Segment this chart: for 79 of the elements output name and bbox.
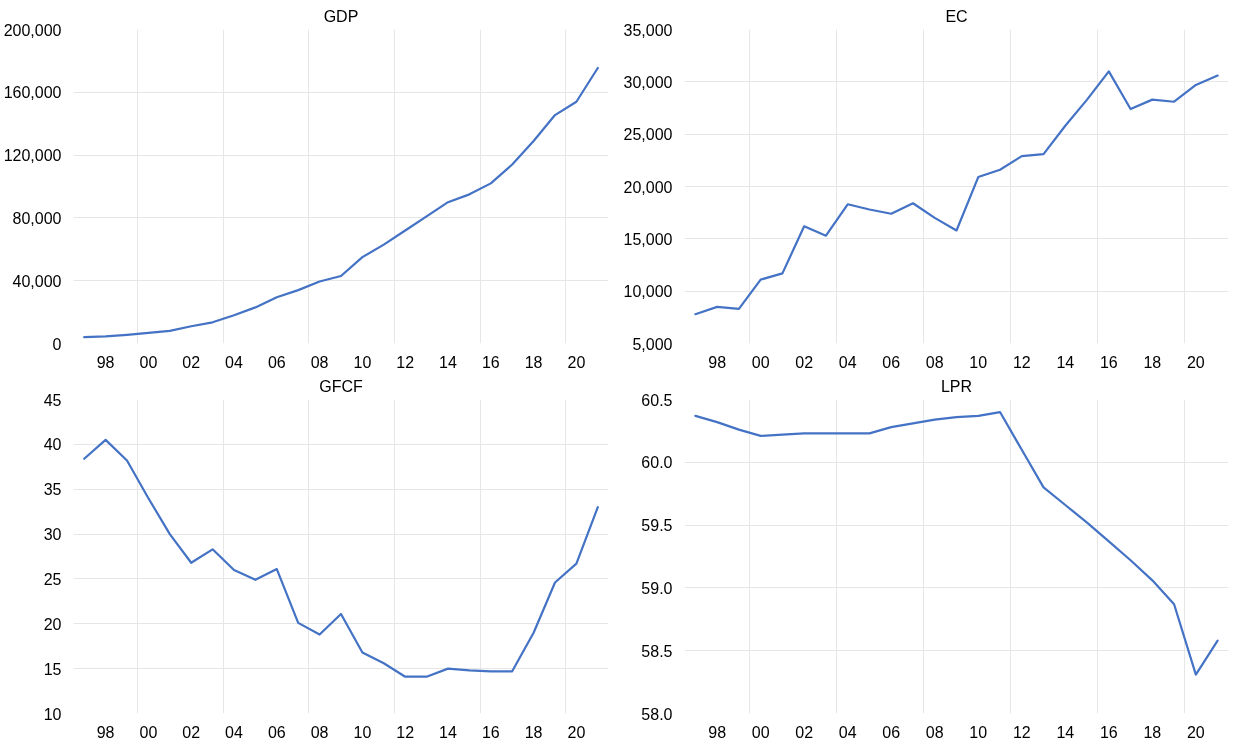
x-tick-label: 16 <box>481 353 500 371</box>
x-tick-label: 18 <box>1143 353 1162 371</box>
x-tick-label: 20 <box>1186 723 1205 741</box>
y-tick-label: 80,000 <box>12 209 62 227</box>
x-tick-label: 04 <box>225 353 243 371</box>
y-tick-label: 59.0 <box>641 579 673 597</box>
y-tick-label: 10,000 <box>623 283 673 301</box>
y-tick-label: 40 <box>43 436 62 454</box>
x-tick-label: 98 <box>96 723 115 741</box>
x-tick-label: 10 <box>353 723 372 741</box>
x-tick-label: 04 <box>225 723 243 741</box>
x-tick-label: 14 <box>439 723 457 741</box>
chart-title: LPR <box>940 377 973 395</box>
x-tick-label: 14 <box>1056 723 1075 741</box>
x-tick-label: 06 <box>267 353 286 371</box>
y-tick-label: 20,000 <box>623 178 673 196</box>
y-tick-label: 25 <box>43 570 62 588</box>
x-tick-label: 16 <box>1099 353 1118 371</box>
x-tick-label: 98 <box>96 353 115 371</box>
x-tick-label: 12 <box>1012 353 1031 371</box>
x-tick-label: 16 <box>481 723 500 741</box>
x-tick-label: 06 <box>267 723 286 741</box>
x-tick-label: 18 <box>1143 723 1162 741</box>
x-tick-label: 10 <box>969 723 988 741</box>
x-tick-label: 02 <box>795 353 814 371</box>
x-tick-label: 02 <box>182 723 201 741</box>
x-tick-label: 04 <box>838 353 857 371</box>
y-tick-label: 10 <box>43 705 62 723</box>
y-tick-label: 45 <box>43 391 62 409</box>
y-tick-label: 5,000 <box>632 335 673 353</box>
y-tick-label: 20 <box>43 615 62 633</box>
x-tick-label: 12 <box>396 353 415 371</box>
x-tick-label: 00 <box>139 353 158 371</box>
chart-title: GDP <box>323 7 359 25</box>
x-tick-label: 00 <box>751 353 770 371</box>
x-tick-label: 08 <box>925 723 944 741</box>
y-tick-label: 59.5 <box>641 517 673 535</box>
x-tick-label: 20 <box>567 723 586 741</box>
x-tick-label: 16 <box>1099 723 1118 741</box>
chart-title: GFCF <box>319 377 363 395</box>
chart-title: EC <box>945 7 968 25</box>
x-tick-label: 12 <box>396 723 415 741</box>
x-tick-label: 02 <box>795 723 814 741</box>
x-tick-label: 08 <box>310 353 329 371</box>
y-tick-label: 58.5 <box>641 642 673 660</box>
x-tick-label: 10 <box>969 353 988 371</box>
y-tick-label: 40,000 <box>12 272 62 290</box>
x-tick-label: 20 <box>1186 353 1205 371</box>
y-tick-label: 30,000 <box>623 73 673 91</box>
x-tick-label: 14 <box>439 353 457 371</box>
x-tick-label: 20 <box>567 353 586 371</box>
y-tick-label: 200,000 <box>3 21 62 39</box>
x-tick-label: 18 <box>524 353 543 371</box>
x-tick-label: 14 <box>1056 353 1075 371</box>
x-tick-label: 18 <box>524 723 543 741</box>
x-tick-label: 00 <box>751 723 770 741</box>
x-tick-label: 06 <box>882 723 901 741</box>
x-tick-label: 06 <box>882 353 901 371</box>
y-tick-label: 25,000 <box>623 126 673 144</box>
y-tick-label: 58.0 <box>641 705 673 723</box>
y-tick-label: 15,000 <box>623 230 673 248</box>
y-tick-label: 0 <box>52 335 62 353</box>
y-tick-label: 60.0 <box>641 454 673 472</box>
y-tick-label: 160,000 <box>3 84 62 102</box>
x-tick-label: 04 <box>838 723 857 741</box>
y-tick-label: 60.5 <box>641 391 673 409</box>
x-tick-label: 08 <box>925 353 944 371</box>
x-tick-label: 98 <box>708 353 727 371</box>
y-tick-label: 30 <box>43 526 62 544</box>
y-tick-label: 120,000 <box>3 147 62 165</box>
x-tick-label: 02 <box>182 353 201 371</box>
x-tick-label: 98 <box>708 723 727 741</box>
y-tick-label: 15 <box>43 660 62 678</box>
x-tick-label: 08 <box>310 723 329 741</box>
x-tick-label: 10 <box>353 353 372 371</box>
y-tick-label: 35 <box>43 481 62 499</box>
y-tick-label: 35,000 <box>623 21 673 39</box>
x-tick-label: 12 <box>1012 723 1031 741</box>
x-tick-label: 00 <box>139 723 158 741</box>
